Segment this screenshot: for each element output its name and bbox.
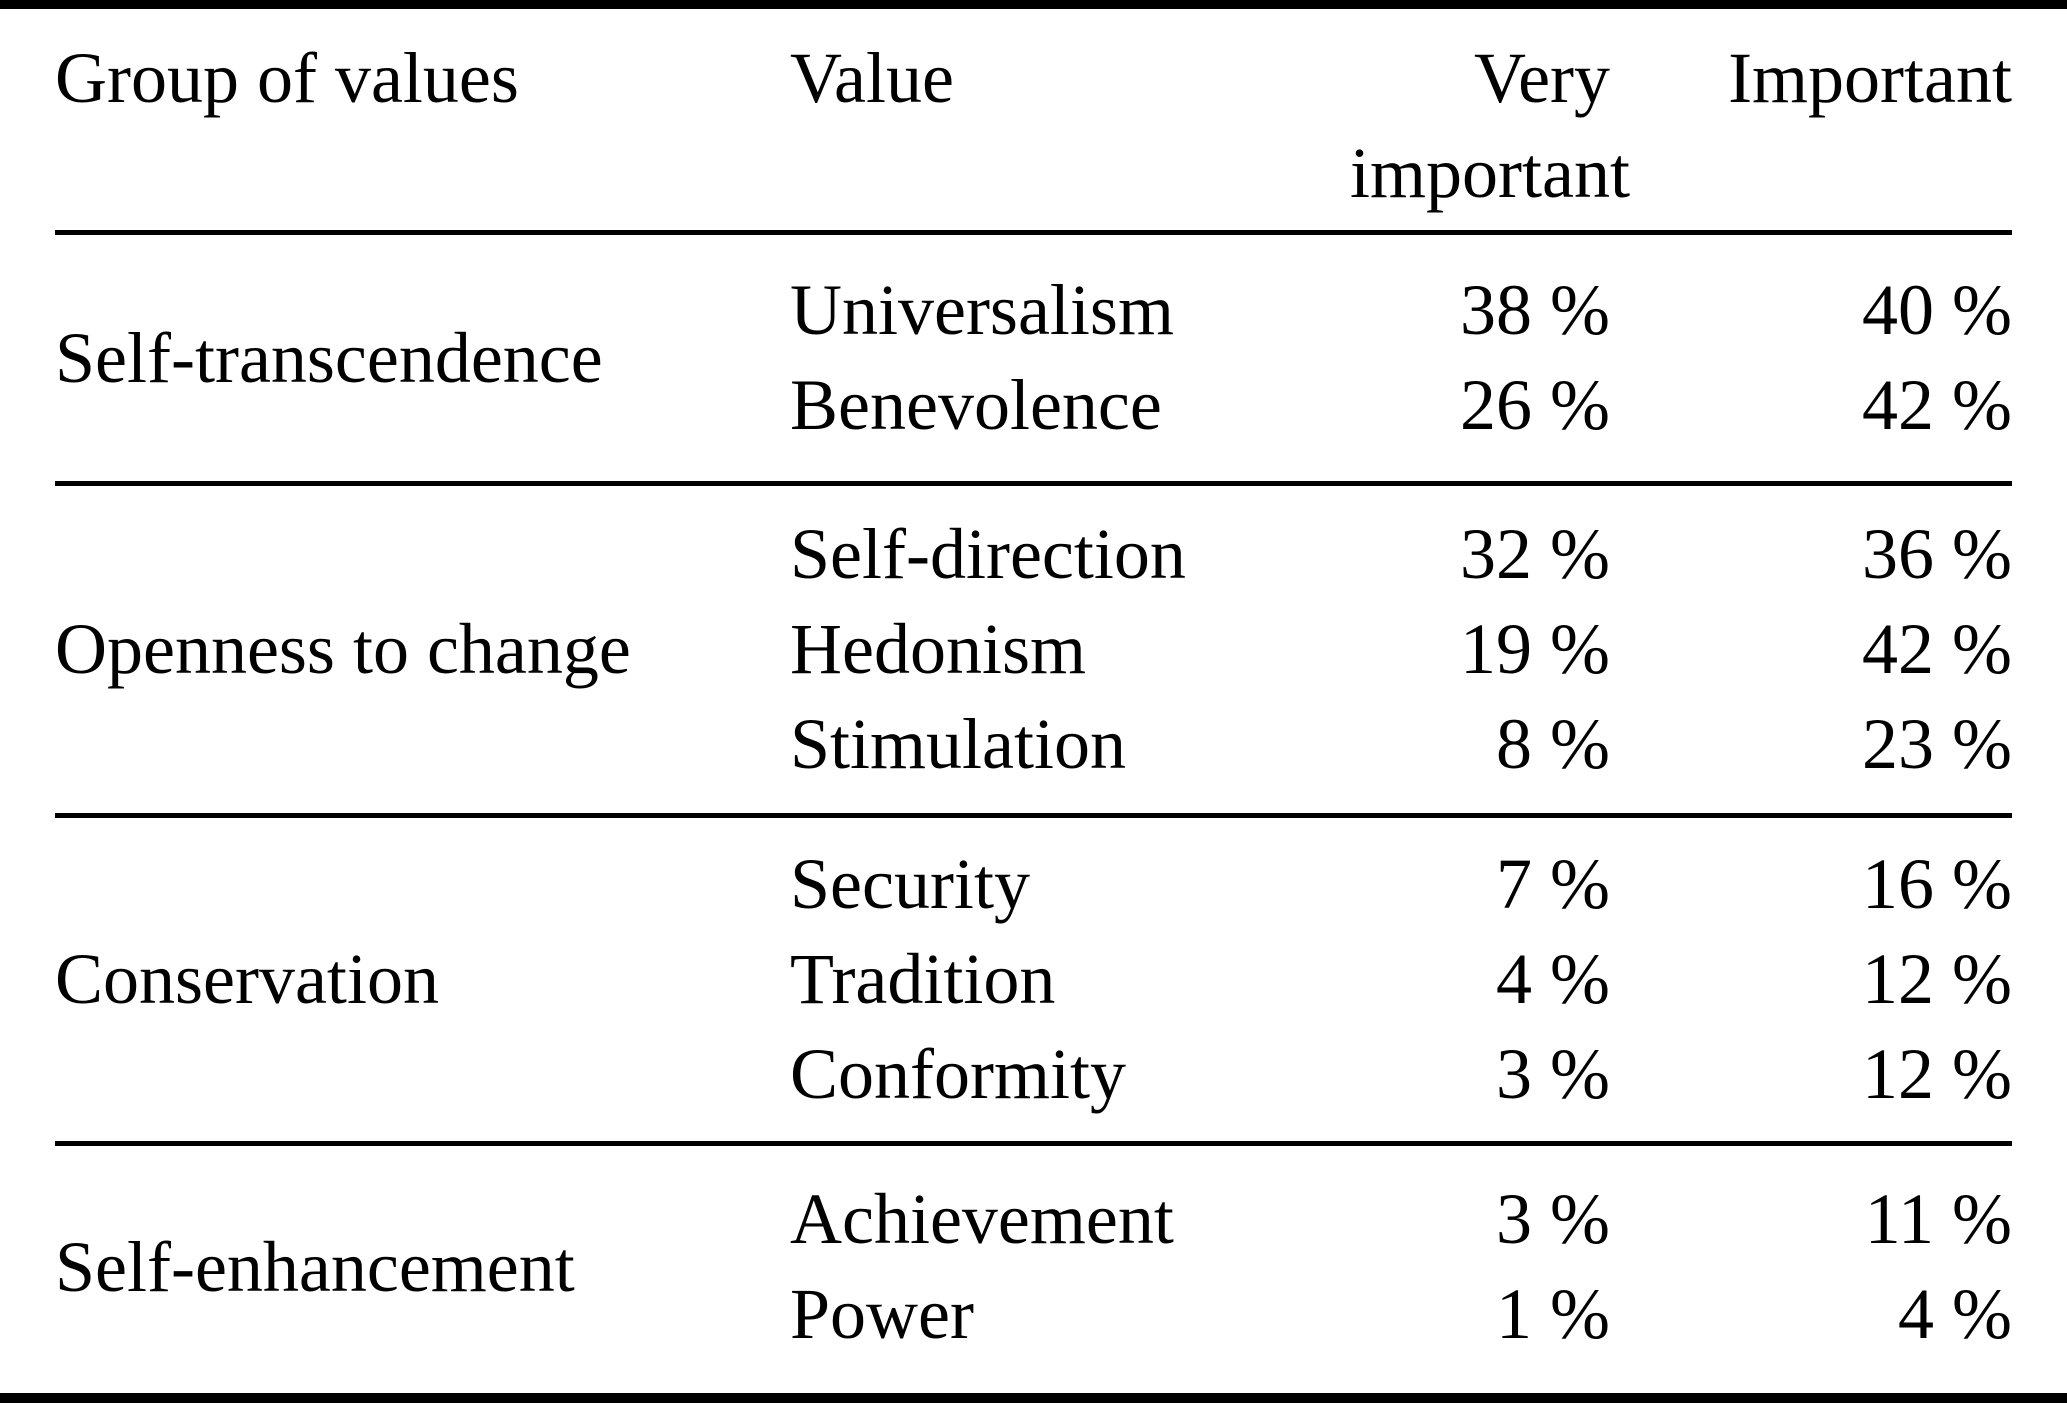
group-label: Self-enhancement xyxy=(55,1226,575,1307)
very-important-percentage: 38 % xyxy=(1460,270,1610,350)
column-header-value: Value xyxy=(790,38,954,118)
very-important-percentage: 3 % xyxy=(1496,1034,1610,1114)
value-name: Conformity xyxy=(790,1034,1126,1114)
important-percentage: 11 % xyxy=(1864,1179,2012,1259)
value-name: Stimulation xyxy=(790,704,1127,784)
value-name: Power xyxy=(790,1274,974,1354)
important-percentage: 4 % xyxy=(1898,1274,2012,1354)
important-percentage: 12 % xyxy=(1862,1034,2012,1114)
column-header-group-of-values: Group of values xyxy=(55,38,519,118)
table-header: Group of values Value Very important Imp… xyxy=(55,9,2012,235)
value-group: Self-enhancement Achievement 3 % 11 % Power 1… xyxy=(55,1141,2012,1388)
value-name: Tradition xyxy=(790,939,1056,1019)
value-name: Self-direction xyxy=(790,514,1186,594)
very-important-percentage: 26 % xyxy=(1460,365,1610,445)
very-important-percentage: 32 % xyxy=(1460,514,1610,594)
group-label: Self-transcendence xyxy=(55,317,603,398)
important-percentage: 42 % xyxy=(1862,365,2012,445)
group-label: Conservation xyxy=(55,939,439,1019)
very-important-percentage: 7 % xyxy=(1496,844,1610,924)
very-important-percentage: 8 % xyxy=(1496,704,1610,784)
value-name: Benevolence xyxy=(790,365,1162,445)
very-important-percentage: 3 % xyxy=(1496,1179,1610,1259)
value-group: Self-transcendence Universalism 38 % 40 % Be… xyxy=(55,235,2012,481)
important-percentage: 36 % xyxy=(1862,514,2012,594)
table-body: Self-transcendence Universalism 38 % 40 % Be… xyxy=(55,235,2012,1388)
value-name: Achievement xyxy=(790,1179,1174,1259)
value-group: Conservation Security 7 % 16 % Tradition 4 % 1… xyxy=(55,813,2012,1141)
very-important-percentage: 1 % xyxy=(1496,1274,1610,1354)
group-label: Openness to change xyxy=(55,609,631,689)
important-percentage: 23 % xyxy=(1862,704,2012,784)
value-name: Hedonism xyxy=(790,609,1086,689)
value-name: Security xyxy=(790,844,1030,924)
column-header-very-important-line2: important xyxy=(1350,133,1630,213)
column-header-important: Important xyxy=(1728,38,2012,118)
important-percentage: 42 % xyxy=(1862,609,2012,689)
very-important-percentage: 4 % xyxy=(1496,939,1610,1019)
important-percentage: 12 % xyxy=(1862,939,2012,1019)
important-percentage: 16 % xyxy=(1862,844,2012,924)
column-header-very-important: Very important xyxy=(1350,31,1630,230)
column-header-very-important-line1: Very xyxy=(1474,38,1610,118)
important-percentage: 40 % xyxy=(1862,270,2012,350)
value-group: Openness to change Self-direction 32 % 36 %… xyxy=(55,481,2012,813)
value-name: Universalism xyxy=(790,270,1174,350)
very-important-percentage: 19 % xyxy=(1460,609,1610,689)
